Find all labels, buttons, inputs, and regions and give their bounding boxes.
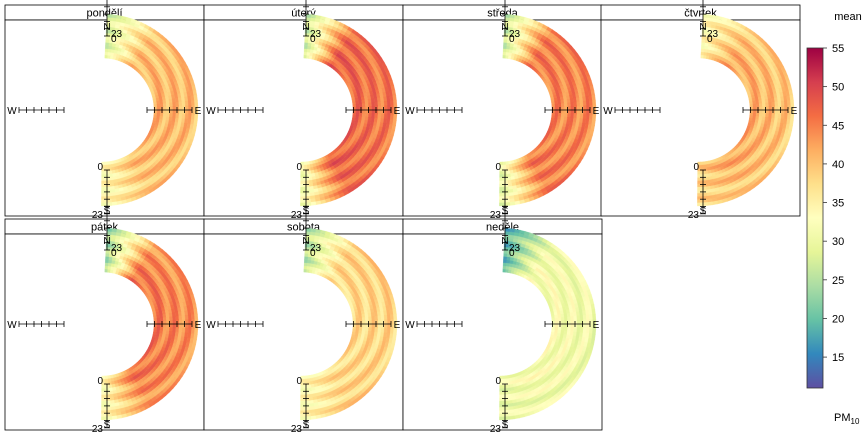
annulus-cell xyxy=(697,180,703,185)
annulus-cell xyxy=(101,394,107,399)
compass-label-north: N xyxy=(103,22,110,33)
annulus-cell xyxy=(101,407,107,411)
annulus-cell xyxy=(300,177,305,182)
annulus-cell xyxy=(697,193,703,197)
compass-label-north: N xyxy=(302,22,309,33)
south-hour-label-start: 0 xyxy=(97,162,103,173)
compass-label-east: E xyxy=(791,106,798,117)
north-hour-label-start: 0 xyxy=(111,34,117,45)
annulus-cell xyxy=(697,177,702,182)
annulus-cell xyxy=(300,199,307,204)
annulus-cell xyxy=(101,400,107,405)
south-hour-label-start: 0 xyxy=(693,162,699,173)
annulus-cell xyxy=(697,199,704,204)
compass-label-east: E xyxy=(195,106,202,117)
north-hour-label-start: 0 xyxy=(310,34,316,45)
south-hour-label-start: 0 xyxy=(97,376,103,387)
south-hour-label-end: 23 xyxy=(688,210,700,221)
annulus-cell xyxy=(101,186,107,191)
north-hour-label-end: 23 xyxy=(111,29,123,40)
compass-label-west: W xyxy=(603,106,613,117)
annulus-cell xyxy=(697,186,703,191)
annulus-cell xyxy=(499,186,505,191)
compass-label-west: W xyxy=(405,106,415,117)
annulus-cell xyxy=(101,180,107,185)
annulus-cells xyxy=(101,13,199,207)
annulus-cell xyxy=(499,177,504,182)
south-hour-label-start: 0 xyxy=(495,162,501,173)
compass-label-east: E xyxy=(593,106,600,117)
annulus-cell xyxy=(101,177,106,182)
annulus-cell xyxy=(101,391,106,396)
annulus-cell xyxy=(300,186,306,191)
annulus-cell xyxy=(499,180,505,185)
compass-label-west: W xyxy=(7,320,17,331)
south-hour-label-end: 23 xyxy=(92,210,104,221)
north-hour-label-start: 0 xyxy=(509,34,515,45)
north-hour-label-start: 0 xyxy=(111,248,117,259)
annulus-cell xyxy=(101,193,107,197)
compass-label-east: E xyxy=(394,106,401,117)
annulus-cell xyxy=(499,199,506,204)
north-hour-label-start: 0 xyxy=(707,34,713,45)
annulus-cell xyxy=(101,413,108,418)
annulus-cells xyxy=(300,13,398,207)
annulus-cell xyxy=(300,193,306,197)
compass-label-west: W xyxy=(206,106,216,117)
compass-label-north: N xyxy=(103,236,110,247)
compass-label-east: E xyxy=(195,320,202,331)
south-hour-label-end: 23 xyxy=(92,424,104,435)
compass-label-west: W xyxy=(7,106,17,117)
annulus-cell xyxy=(300,180,306,185)
south-hour-label-start: 0 xyxy=(296,162,302,173)
compass-label-south: S xyxy=(700,206,707,217)
compass-label-north: N xyxy=(699,22,706,33)
annulus-cell xyxy=(499,193,505,197)
compass-label-south: S xyxy=(104,420,111,431)
annulus-cell xyxy=(101,199,108,204)
compass-label-north: N xyxy=(501,22,508,33)
